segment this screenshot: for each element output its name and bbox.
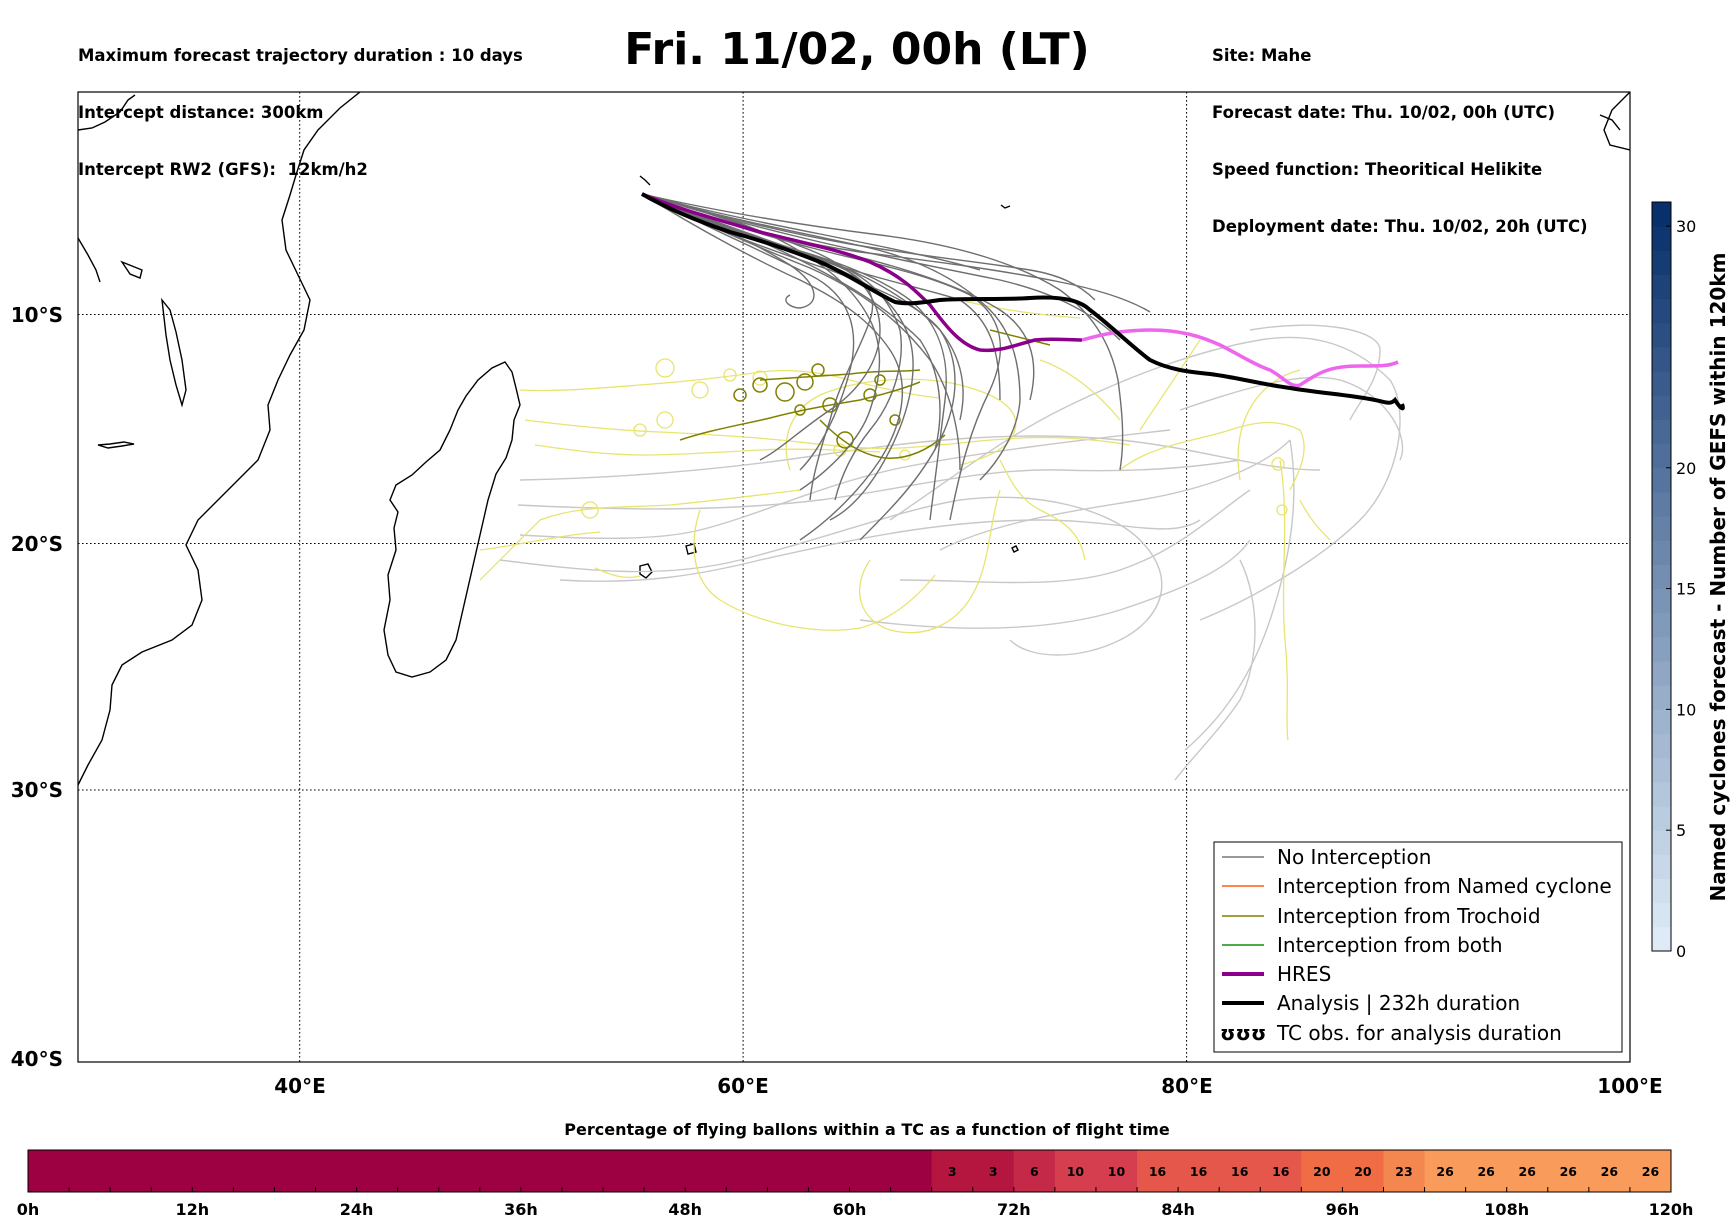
trochoid-trajectories bbox=[679, 329, 1051, 459]
legend-box bbox=[1213, 841, 1623, 1053]
intercept-rw2-text: Intercept RW2 (GFS): 12km/h2 bbox=[78, 160, 368, 179]
legend: No Interception Interception from Named … bbox=[1213, 841, 1623, 1053]
reunion bbox=[685, 543, 697, 555]
lon-label-40e: 40°E bbox=[274, 1074, 326, 1098]
legend-label: TC obs. for analysis duration bbox=[1276, 1021, 1562, 1045]
lat-label-20s: 20°S bbox=[11, 532, 63, 556]
madagascar-coast bbox=[383, 361, 521, 678]
australia-edge-2 bbox=[1599, 114, 1621, 131]
maldives bbox=[1000, 204, 1011, 209]
site-text: Site: Mahe bbox=[1212, 46, 1312, 65]
legend-label: HRES bbox=[1277, 962, 1331, 986]
deployment-date-text: Deployment date: Thu. 10/02, 20h (UTC) bbox=[1212, 217, 1588, 236]
legend-label: No Interception bbox=[1277, 845, 1431, 869]
seychelles bbox=[639, 175, 651, 186]
intercept-distance-text: Intercept distance: 300km bbox=[78, 103, 324, 122]
site-info: Site: Mahe Forecast date: Thu. 10/02, 00… bbox=[1212, 8, 1588, 255]
page-title: Fri. 11/02, 00h (LT) bbox=[624, 24, 1090, 75]
legend-label: Interception from Named cyclone bbox=[1277, 874, 1612, 898]
australia-edge bbox=[1603, 92, 1630, 151]
legend-label: Interception from both bbox=[1277, 933, 1503, 957]
forecast-parameters: Maximum forecast trajectory duration : 1… bbox=[78, 8, 523, 198]
map-frame bbox=[77, 91, 1631, 1063]
light-trajectories bbox=[499, 324, 1404, 781]
lon-label-80e: 80°E bbox=[1161, 1074, 1213, 1098]
legend-item-named-cyclone: Interception from Named cyclone bbox=[1222, 874, 1612, 898]
max-duration-text: Maximum forecast trajectory duration : 1… bbox=[78, 46, 523, 65]
legend-item-no-interception: No Interception bbox=[1222, 845, 1431, 869]
yellow-trajectories bbox=[479, 299, 1331, 741]
legend-item-hres: HRES bbox=[1222, 962, 1331, 986]
analysis-track bbox=[641, 192, 1405, 411]
axis-labels: 40°E 60°E 80°E 100°E 10°S 20°S 30°S 40°S bbox=[11, 303, 1663, 1098]
lat-label-30s: 30°S bbox=[11, 778, 63, 802]
mauritius bbox=[639, 563, 653, 579]
legend-item-analysis: Analysis | 232h duration bbox=[1222, 991, 1520, 1015]
hres-track-late bbox=[1081, 328, 1399, 388]
lat-label-10s: 10°S bbox=[11, 303, 63, 327]
rodrigues bbox=[1011, 545, 1019, 553]
arabia-coast bbox=[78, 94, 136, 131]
tc-obs-symbol: ʊʊʊ bbox=[1220, 1021, 1266, 1045]
speed-function-text: Speed function: Theoritical Helikite bbox=[1212, 160, 1543, 179]
legend-item-trochoid: Interception from Trochoid bbox=[1222, 904, 1541, 928]
hres-track bbox=[641, 192, 1083, 353]
mozambique-channel-isle bbox=[161, 297, 187, 408]
yellow-loops bbox=[581, 358, 1288, 519]
somalia-coast bbox=[78, 237, 101, 283]
comoros bbox=[120, 260, 143, 279]
africa-coast bbox=[78, 92, 361, 786]
lon-label-60e: 60°E bbox=[717, 1074, 769, 1098]
legend-label: Analysis | 232h duration bbox=[1277, 991, 1520, 1015]
lat-label-40s: 40°S bbox=[11, 1047, 63, 1071]
trochoid-loops bbox=[733, 363, 901, 449]
coastlines bbox=[78, 92, 1630, 786]
forecast-date-text: Forecast date: Thu. 10/02, 00h (UTC) bbox=[1212, 103, 1556, 122]
legend-item-both: Interception from both bbox=[1222, 933, 1503, 957]
legend-item-tc-obs: ʊʊʊ TC obs. for analysis duration bbox=[1220, 1021, 1562, 1045]
zanzibar bbox=[97, 441, 135, 449]
lon-label-100e: 100°E bbox=[1597, 1074, 1662, 1098]
legend-label: Interception from Trochoid bbox=[1277, 904, 1541, 928]
gridlines bbox=[78, 92, 1630, 1062]
